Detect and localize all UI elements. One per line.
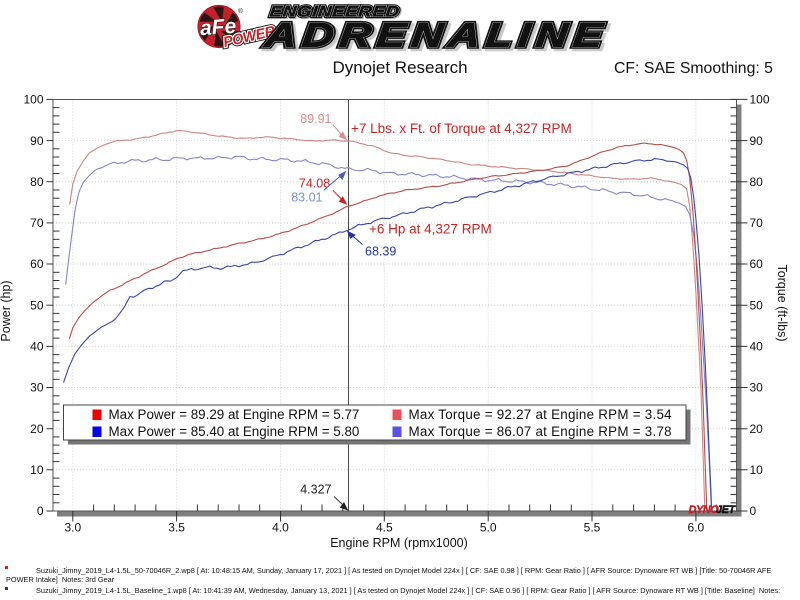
svg-text:ENGINEERED: ENGINEERED: [270, 3, 402, 21]
svg-text:89.91: 89.91: [300, 112, 331, 126]
svg-text:10: 10: [30, 463, 44, 477]
svg-text:30: 30: [750, 381, 764, 395]
svg-text:Dynojet Research: Dynojet Research: [332, 58, 467, 77]
svg-text:aFe: aFe: [199, 15, 237, 40]
svg-text:ADRENALINE: ADRENALINE: [262, 17, 610, 54]
svg-text:Max Torque = 86.07 at Engine R: Max Torque = 86.07 at Engine RPM = 3.78: [409, 424, 672, 439]
svg-text:5.0: 5.0: [480, 521, 497, 535]
svg-text:ADRENALINE: ADRENALINE: [265, 20, 613, 57]
svg-text:70: 70: [750, 216, 764, 230]
svg-text:30: 30: [30, 381, 44, 395]
svg-text:4.5: 4.5: [376, 521, 393, 535]
svg-text:ENGINEERED: ENGINEERED: [269, 2, 401, 20]
svg-text:ADRENALINE: ADRENALINE: [262, 17, 610, 54]
svg-text:ENGINEERED: ENGINEERED: [269, 2, 401, 20]
svg-text:0: 0: [37, 504, 44, 518]
svg-text:100: 100: [750, 93, 770, 107]
svg-text:6.0: 6.0: [688, 521, 705, 535]
svg-text:4.327: 4.327: [300, 482, 331, 496]
svg-text:68.39: 68.39: [365, 245, 396, 259]
svg-text:Max Torque = 92.27 at Engine R: Max Torque = 92.27 at Engine RPM = 3.54: [409, 407, 673, 422]
svg-text:5.5: 5.5: [584, 521, 601, 535]
svg-text:90: 90: [750, 134, 764, 148]
svg-text:20: 20: [750, 422, 764, 436]
svg-text:+7 Lbs. x Ft. of Torque at 4,3: +7 Lbs. x Ft. of Torque at 4,327 RPM: [351, 121, 572, 136]
svg-text:10: 10: [750, 463, 764, 477]
svg-text:Power (hp): Power (hp): [0, 280, 13, 341]
svg-text:3.5: 3.5: [168, 521, 185, 535]
svg-text:®: ®: [238, 7, 243, 15]
svg-text:60: 60: [30, 257, 44, 271]
svg-text:CF: SAE Smoothing: 5: CF: SAE Smoothing: 5: [614, 60, 773, 77]
svg-text:80: 80: [30, 175, 44, 189]
svg-text:60: 60: [750, 257, 764, 271]
svg-text:3.0: 3.0: [64, 521, 81, 535]
svg-text:Torque (ft-lbs): Torque (ft-lbs): [775, 264, 789, 341]
svg-text:20: 20: [30, 422, 44, 436]
svg-text:0: 0: [750, 504, 757, 518]
svg-text:Max Power = 85.40 at Engine RP: Max Power = 85.40 at Engine RPM = 5.80: [109, 424, 360, 439]
svg-text:80: 80: [750, 175, 764, 189]
svg-text:4.0: 4.0: [272, 521, 289, 535]
svg-text:ENGINEERED: ENGINEERED: [269, 2, 401, 20]
svg-text:74.08: 74.08: [299, 176, 330, 190]
svg-text:50: 50: [750, 298, 764, 312]
svg-text:40: 40: [30, 340, 44, 354]
svg-text:JET: JET: [716, 504, 736, 516]
svg-text:DYNO: DYNO: [689, 504, 720, 516]
svg-text:Max Power = 89.29 at Engine RP: Max Power = 89.29 at Engine RPM = 5.77: [109, 407, 360, 422]
svg-text:ADRENALINE: ADRENALINE: [262, 17, 610, 54]
svg-text:83.01: 83.01: [291, 191, 322, 205]
svg-text:50: 50: [30, 298, 44, 312]
svg-text:70: 70: [30, 216, 44, 230]
svg-text:Engine RPM (rpmx1000): Engine RPM (rpmx1000): [330, 536, 468, 550]
svg-text:90: 90: [30, 134, 44, 148]
svg-text:100: 100: [23, 93, 43, 107]
svg-text:+6 Hp at 4,327 RPM: +6 Hp at 4,327 RPM: [369, 221, 492, 236]
svg-text:40: 40: [750, 340, 764, 354]
